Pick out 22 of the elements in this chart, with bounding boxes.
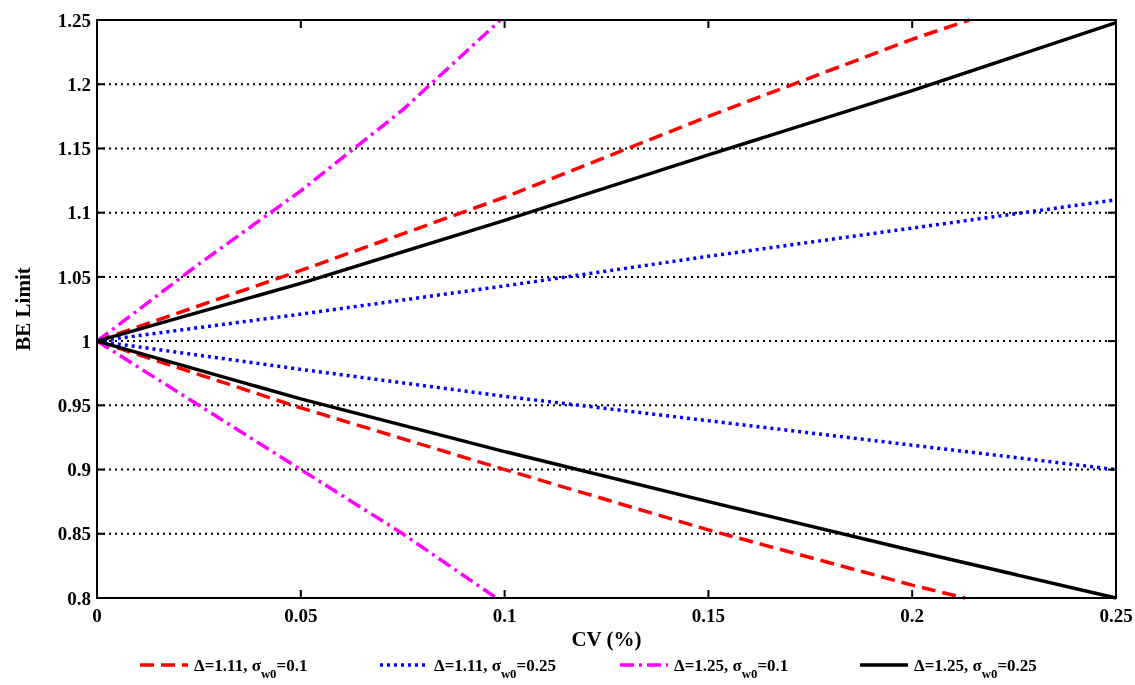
y-tick-label: 1.15 <box>57 138 91 160</box>
y-tick-label: 1 <box>81 330 91 352</box>
y-tick-label: 1.2 <box>67 73 91 95</box>
y-axis-title: BE Limit <box>11 267 35 351</box>
y-tick-label: 0.8 <box>67 587 91 609</box>
x-axis-title: CV (%) <box>571 627 642 651</box>
x-tick-label: 0.1 <box>492 605 517 626</box>
legend-label: Δ=1.11, σ$_{w0}$=0.1 <box>194 655 308 681</box>
y-tick-label: 0.85 <box>57 523 91 545</box>
y-tick-label: 0.95 <box>57 394 91 416</box>
y-tick-label: 1.1 <box>67 202 91 224</box>
y-tick-label: 0.9 <box>67 459 91 481</box>
y-tick-label: 1.25 <box>57 9 91 31</box>
legend-label: Δ=1.25, σ$_{w0}$=0.1 <box>674 655 789 681</box>
x-tick-label: 0.15 <box>691 605 726 626</box>
x-tick-label: 0.05 <box>284 605 318 626</box>
legend-label: Δ=1.11, σ$_{w0}$=0.25 <box>434 655 556 681</box>
x-tick-label: 0.2 <box>900 605 925 626</box>
legend-label: Δ=1.25, σ$_{w0}$=0.25 <box>914 655 1037 681</box>
x-tick-label: 0.25 <box>1099 605 1133 626</box>
x-tick-label: 0 <box>92 605 102 626</box>
y-tick-label: 1.05 <box>57 266 91 288</box>
